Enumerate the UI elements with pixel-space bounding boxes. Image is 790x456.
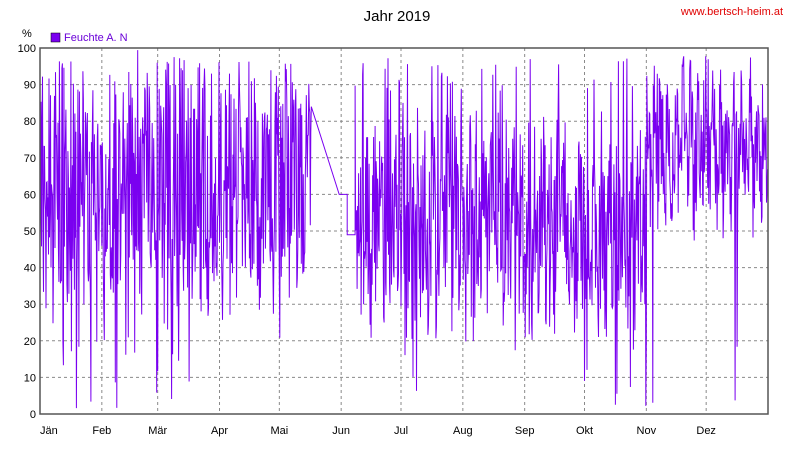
y-tick-label: 20 bbox=[24, 336, 36, 348]
x-tick-label: Okt bbox=[576, 425, 593, 437]
y-tick-label: 50 bbox=[24, 226, 36, 238]
y-tick-label: 90 bbox=[24, 80, 36, 92]
x-tick-label: Jul bbox=[394, 425, 408, 437]
x-tick-label: Mai bbox=[270, 425, 288, 437]
x-tick-label: Jän bbox=[40, 425, 58, 437]
y-tick-label: 80 bbox=[24, 116, 36, 128]
y-tick-label: 100 bbox=[18, 43, 36, 55]
x-ticks: Jän Feb Mär Apr Mai Jun Jul Aug Sep Okt Nov Dez bbox=[40, 425, 716, 437]
x-tick-label: Mär bbox=[148, 425, 167, 437]
x-tick-label: Sep bbox=[515, 425, 535, 437]
y-tick-label: 30 bbox=[24, 299, 36, 311]
y-ticks: 0 10 20 30 40 50 60 70 80 90 100 bbox=[18, 43, 36, 421]
series-line-feuchte bbox=[39, 50, 768, 409]
watermark: www.bertsch-heim.at bbox=[680, 6, 783, 18]
y-tick-label: 0 bbox=[30, 409, 36, 421]
x-tick-label: Nov bbox=[637, 425, 657, 437]
x-tick-label: Apr bbox=[211, 425, 228, 437]
x-tick-label: Aug bbox=[453, 425, 473, 437]
y-tick-label: 60 bbox=[24, 189, 36, 201]
chart-title: Jahr 2019 bbox=[364, 8, 431, 25]
legend-swatch bbox=[50, 32, 61, 43]
y-tick-label: 70 bbox=[24, 153, 36, 165]
legend-label: Feuchte A. N bbox=[64, 32, 128, 44]
plot-frame bbox=[39, 47, 769, 415]
y-tick-label: 40 bbox=[24, 263, 36, 275]
x-tick-label: Jun bbox=[332, 425, 350, 437]
y-tick-label: 10 bbox=[24, 372, 36, 384]
y-axis-unit: % bbox=[22, 28, 32, 40]
x-tick-label: Feb bbox=[92, 425, 111, 437]
x-tick-label: Dez bbox=[696, 425, 716, 437]
series-layer bbox=[39, 50, 768, 409]
